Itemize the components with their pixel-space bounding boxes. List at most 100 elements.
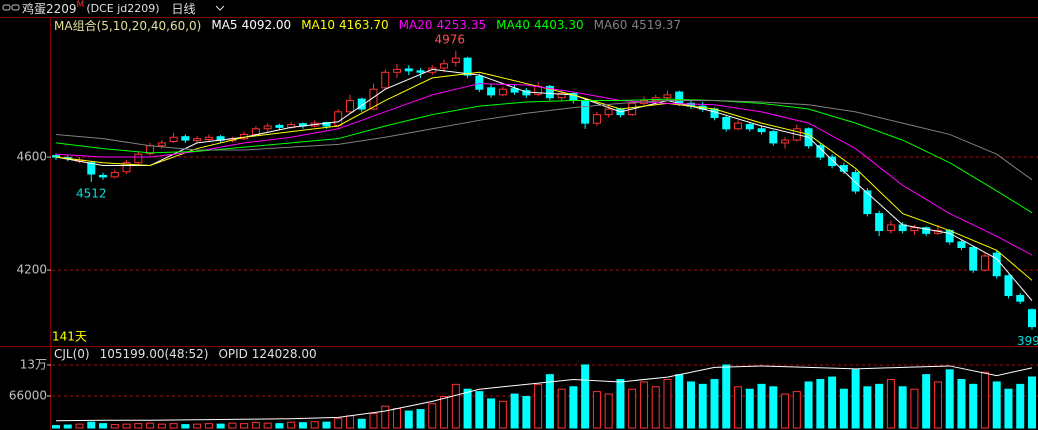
volume-bar	[851, 369, 860, 429]
volume-title[interactable]: CJL(0)	[54, 347, 90, 361]
volume-bar	[675, 374, 684, 429]
ma-line	[55, 68, 1033, 301]
volume-bar	[581, 364, 590, 429]
candle-body	[1028, 309, 1036, 328]
candle-body	[110, 172, 119, 178]
volume-bar	[957, 379, 966, 429]
volume-bar	[181, 424, 190, 429]
volume-stat: 105199.00(48:52)	[99, 347, 209, 361]
volume-bar	[428, 403, 437, 429]
volume-bar	[298, 422, 307, 429]
volume-bar	[616, 379, 625, 429]
legend-entry: MA20 4253.35	[399, 18, 486, 32]
low-label: 3990	[1017, 334, 1038, 348]
candle-body	[745, 124, 754, 130]
candle-body	[734, 122, 743, 130]
volume-bar	[275, 423, 284, 429]
candle-body	[992, 252, 1001, 277]
candle-body	[592, 114, 601, 124]
candle-body	[122, 162, 131, 173]
volume-bar	[922, 374, 931, 429]
volume-bar	[992, 381, 1001, 429]
candle-body	[863, 190, 872, 215]
candle-body	[757, 128, 766, 133]
candle-body	[475, 76, 484, 90]
candle-body	[910, 227, 919, 232]
candle-body	[922, 227, 931, 234]
candle-body	[969, 246, 978, 271]
candle-body	[193, 138, 202, 142]
volume-bar	[898, 386, 907, 429]
volume-bar	[592, 391, 601, 429]
candle-body	[463, 57, 472, 76]
legend-entry: MA5 4092.00	[211, 18, 291, 32]
candle-body	[498, 88, 507, 96]
volume-bar	[1028, 376, 1036, 429]
candle-body	[722, 116, 731, 130]
volume-bar	[134, 423, 143, 429]
candle-body	[393, 68, 402, 73]
volume-legend: CJL(0) 105199.00(48:52) OPID 124028.00	[54, 346, 327, 362]
candle-body	[157, 142, 166, 147]
volume-bar	[839, 388, 848, 429]
candle-body	[357, 98, 366, 110]
volume-bar	[345, 415, 354, 429]
candle-body	[663, 94, 672, 99]
volume-bar	[369, 412, 378, 429]
candle-body	[345, 100, 354, 113]
candle-body	[204, 136, 213, 141]
volume-bar	[980, 371, 989, 429]
volume-bar	[263, 422, 272, 429]
volume-bars	[52, 364, 1036, 429]
candle-body	[710, 108, 719, 118]
volume-bar	[886, 379, 895, 429]
y-tick-label: 4600	[16, 150, 47, 164]
footnote: 141天	[52, 330, 87, 344]
volume-bar	[792, 391, 801, 429]
volume-bar	[334, 417, 343, 429]
volume-bar	[463, 388, 472, 429]
volume-bar	[122, 423, 131, 429]
volume-bar	[933, 381, 942, 429]
ma-legend-title[interactable]: MA组合(5,10,20,40,60,0)	[54, 18, 202, 33]
candle-body	[87, 162, 96, 175]
candle-body	[781, 139, 790, 144]
volume-bar	[146, 422, 155, 429]
volume-bar	[99, 423, 108, 429]
ma-line	[55, 100, 1033, 181]
volume-bar	[75, 423, 84, 429]
volume-bar	[381, 405, 390, 429]
volume-bar	[228, 422, 237, 429]
candle-body	[404, 68, 413, 72]
volume-bar	[663, 379, 672, 429]
oi-line	[55, 365, 1033, 422]
volume-bar	[557, 388, 566, 429]
candle-body	[875, 213, 884, 232]
volume-bar	[157, 423, 166, 429]
volume-bar	[193, 423, 202, 429]
legend-name: MA5	[211, 18, 238, 32]
volume-bar	[357, 418, 366, 429]
candle-body	[251, 128, 260, 135]
candle-body	[487, 87, 496, 96]
legend-name: MA60	[593, 18, 628, 32]
volume-bar	[628, 388, 637, 429]
candle-body	[957, 241, 966, 248]
contract-code: (DCE jd2209)	[86, 1, 160, 15]
candle-body	[851, 172, 860, 192]
candle-body	[557, 92, 566, 99]
candle-body	[545, 85, 554, 99]
volume-bar	[475, 391, 484, 429]
volume-bar	[287, 421, 296, 429]
period[interactable]: 日线	[171, 1, 196, 16]
volume-bar	[875, 383, 884, 429]
candle-body	[1004, 275, 1013, 297]
volume-bar	[639, 381, 648, 429]
candle-body	[99, 174, 108, 178]
period-dropdown[interactable]	[215, 5, 225, 11]
candle-body	[675, 91, 684, 104]
candle-body	[275, 124, 284, 128]
volume-bar	[498, 400, 507, 429]
